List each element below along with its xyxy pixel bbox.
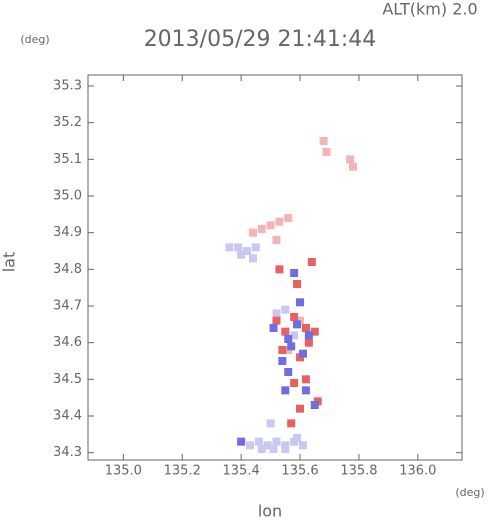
radar-cell (290, 331, 299, 340)
y-tick-label: 34.8 (53, 262, 82, 277)
radar-cell (290, 379, 299, 387)
radar-cell (293, 320, 302, 329)
radar-cell (290, 313, 299, 321)
radar-cell (284, 214, 293, 222)
y-tick-label: 35.2 (53, 115, 82, 130)
radar-cell (322, 148, 331, 156)
x-label: lon (258, 502, 282, 521)
radar-cell (254, 437, 263, 446)
radar-cell (266, 221, 275, 230)
radar-cell (234, 243, 243, 252)
radar-cell (257, 445, 266, 453)
radar-cell (298, 349, 307, 358)
radar-cell (269, 324, 278, 332)
x-tick-label: 135.0 (105, 464, 142, 479)
radar-cell (281, 305, 290, 314)
radar-cell (248, 254, 257, 263)
plot-frame (87, 74, 463, 461)
radar-cell (275, 217, 284, 226)
radar-cell (257, 225, 266, 233)
radar-cell (269, 445, 278, 453)
x-tick-label: 136.0 (399, 464, 436, 479)
radar-cell (287, 419, 296, 428)
y-unit: (deg) (20, 33, 49, 46)
y-tick-label: 35.3 (53, 79, 82, 94)
x-unit: (deg) (455, 486, 484, 499)
radar-cell (301, 324, 310, 332)
radar-cell (272, 236, 281, 244)
radar-cell (272, 309, 281, 318)
radar-cell (248, 228, 257, 237)
radar-cell (281, 386, 290, 395)
chart-title: 2013/05/29 21:41:44 (144, 27, 377, 52)
radar-cell (266, 419, 275, 428)
radar-cell (307, 258, 316, 266)
radar-cell (243, 247, 252, 255)
x-tick-label: 135.6 (281, 464, 318, 479)
y-tick-label: 34.7 (53, 299, 82, 314)
radar-cell (237, 250, 246, 259)
y-tick-label: 34.9 (53, 225, 82, 240)
y-tick-label: 34.6 (53, 335, 82, 350)
radar-cell (278, 357, 287, 365)
radar-cell (237, 437, 246, 446)
radar-cell (349, 162, 358, 171)
radar-cell (287, 342, 296, 351)
x-tick-label: 135.4 (223, 464, 260, 479)
radar-cell (310, 327, 319, 336)
radar-cell (298, 441, 307, 450)
x-tick-label: 135.2 (164, 464, 201, 479)
y-tick-label: 34.4 (53, 409, 82, 424)
y-tick-label: 34.3 (53, 445, 82, 460)
altitude: ALT(km) 2.0 (382, 0, 477, 19)
radar-cell (296, 404, 305, 413)
radar-cell (278, 346, 287, 354)
radar-cell (275, 265, 284, 274)
radar-cell (251, 243, 260, 252)
y-label: lat (0, 252, 19, 273)
radar-cell (346, 155, 355, 164)
radar-cell (284, 335, 293, 343)
radar-cell (301, 386, 310, 395)
radar-cell (272, 437, 281, 446)
radar-cell (225, 243, 234, 252)
radar-cell (319, 137, 328, 145)
radar-cell (272, 316, 281, 325)
radar-cell (290, 269, 299, 277)
radar-cell (281, 327, 290, 336)
radar-cell (296, 298, 305, 307)
radar-cell (284, 368, 293, 376)
x-tick-label: 135.8 (340, 464, 377, 479)
y-tick-label: 34.5 (53, 372, 82, 387)
radar-cell (301, 375, 310, 384)
radar-cell (245, 441, 254, 450)
y-tick-label: 35.0 (53, 189, 82, 204)
radar-cell (304, 331, 313, 340)
radar-cell (293, 280, 302, 288)
radar-cell (263, 441, 272, 450)
radar-cell (304, 338, 313, 347)
radar-cell (293, 434, 302, 442)
y-tick-label: 35.1 (53, 152, 82, 167)
radar-cell (281, 445, 290, 453)
radar-cell (310, 401, 319, 409)
